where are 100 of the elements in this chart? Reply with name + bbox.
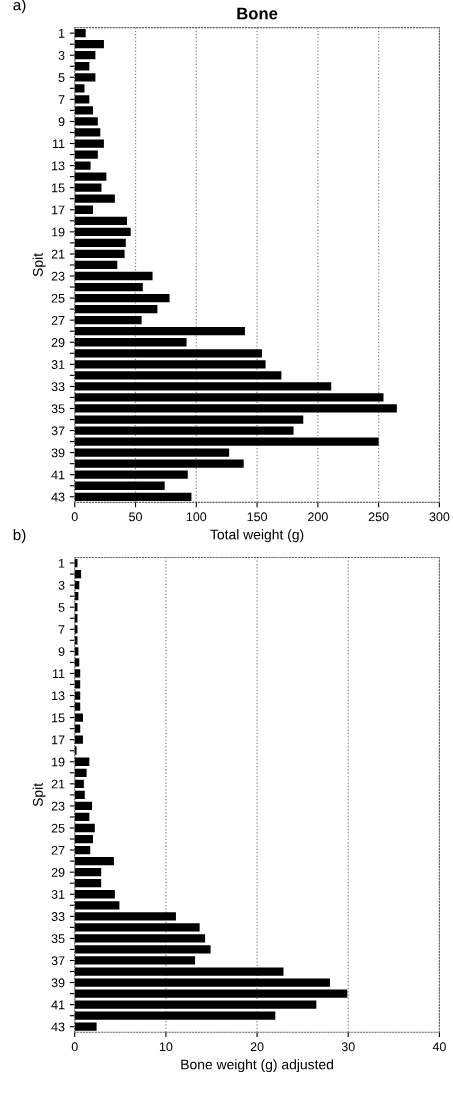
y-tick-label: 31	[51, 890, 65, 899]
bar	[74, 890, 115, 899]
bar	[74, 492, 192, 501]
bar	[74, 415, 304, 424]
x-tick-label: 250	[368, 512, 389, 522]
bar	[74, 227, 131, 236]
y-tick-label: 7	[58, 625, 65, 634]
y-tick-label: 35	[51, 934, 65, 944]
y-tick-label: 17	[52, 735, 65, 745]
y-tick-label: 27	[51, 845, 65, 855]
y-tick-label: 23	[51, 271, 65, 281]
y-tick-label: 33	[51, 382, 65, 392]
y-tick-label: 41	[51, 470, 65, 480]
bar	[74, 28, 86, 38]
x-tick-label: 200	[308, 512, 328, 522]
y-tick-label: 1	[59, 558, 65, 568]
bar	[74, 216, 128, 225]
x-tick-label: 300	[429, 512, 450, 522]
bar	[74, 779, 84, 788]
bar	[74, 338, 187, 347]
bar	[74, 989, 348, 998]
y-tick-label: 11	[53, 669, 65, 678]
y-tick-label: 37	[51, 956, 65, 966]
bar	[74, 801, 93, 811]
y-tick-label: 37	[51, 426, 65, 436]
y-tick-label: 39	[51, 978, 65, 988]
y-tick-label: 29	[51, 338, 65, 347]
y-tick-label: 19	[52, 227, 65, 237]
x-axis-title: Bone weight (g) adjusted	[181, 1059, 334, 1073]
bar	[74, 1011, 276, 1020]
bar	[74, 879, 102, 888]
x-axis-title: Total weight (g)	[210, 529, 304, 543]
bar	[74, 349, 262, 358]
bar	[74, 912, 176, 921]
y-tick-label: 3	[58, 51, 65, 60]
bar	[74, 282, 143, 292]
bar	[74, 1022, 97, 1031]
bar	[74, 1000, 317, 1009]
bar	[74, 812, 90, 822]
bar	[74, 735, 83, 744]
y-tick-label: 1	[59, 29, 65, 38]
y-tick-label: 27	[51, 315, 65, 325]
bar	[74, 117, 98, 126]
bar	[74, 161, 91, 170]
y-tick-label: 31	[51, 360, 65, 369]
bar	[74, 978, 331, 987]
y-tick-label: 25	[51, 823, 65, 833]
y-tick-label: 41	[51, 1000, 65, 1010]
bar	[74, 702, 81, 711]
bar	[74, 95, 90, 104]
bar	[74, 194, 115, 203]
y-tick-label: 13	[52, 691, 65, 701]
y-tick-label: 5	[58, 73, 65, 82]
bar	[74, 62, 90, 71]
y-tick-label: 43	[51, 1022, 65, 1032]
bar	[74, 669, 81, 678]
bar	[74, 757, 90, 766]
y-tick-label: 29	[51, 867, 65, 877]
y-tick-label: 21	[51, 249, 65, 259]
bar	[74, 371, 282, 380]
bar	[74, 150, 98, 159]
bar	[74, 360, 266, 369]
bar	[74, 834, 93, 844]
x-tick-label: 20	[250, 1042, 264, 1052]
bar	[74, 293, 170, 303]
bar	[74, 128, 101, 137]
y-tick-label: 17	[52, 205, 65, 215]
y-tick-label: 3	[58, 580, 65, 590]
bar	[74, 382, 332, 391]
bar	[74, 956, 196, 965]
bar	[74, 901, 120, 910]
bar	[74, 680, 81, 689]
bar	[74, 923, 200, 932]
bar	[74, 658, 80, 667]
y-tick-label: 9	[58, 647, 65, 657]
x-tick-label: 40	[432, 1042, 446, 1052]
bar	[74, 316, 142, 325]
bar	[74, 768, 87, 777]
y-tick-label: 7	[58, 95, 65, 104]
bar	[74, 437, 379, 446]
bar	[74, 73, 96, 82]
y-tick-label: 33	[51, 912, 65, 921]
y-tick-label: 39	[51, 448, 65, 458]
bar	[74, 260, 118, 270]
y-tick-label: 35	[51, 404, 65, 414]
y-axis-title: Spit	[32, 253, 46, 277]
text: b)	[13, 529, 26, 544]
bar	[74, 823, 95, 833]
bar	[74, 481, 165, 490]
bar	[74, 868, 102, 877]
bar	[74, 945, 211, 954]
chart-title: Bone	[237, 7, 278, 20]
bar	[74, 404, 397, 413]
bar	[74, 205, 93, 214]
bar	[74, 569, 82, 579]
x-tick-label: 0	[71, 512, 78, 522]
bar	[74, 790, 85, 800]
y-tick-label: 21	[51, 779, 65, 789]
y-tick-label: 11	[53, 139, 65, 149]
bar	[74, 271, 153, 281]
